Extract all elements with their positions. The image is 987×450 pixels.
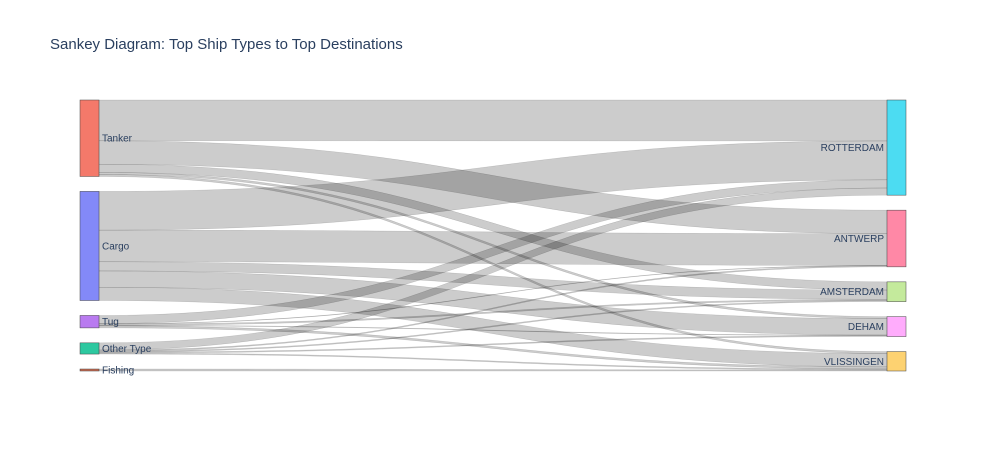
node-label-fishing: Fishing: [102, 366, 134, 377]
node-other-type[interactable]: [79, 342, 100, 355]
node-tug[interactable]: [79, 315, 100, 329]
link-tanker-to-rotterdam[interactable]: [98, 99, 888, 142]
node-label-other-type: Other Type: [102, 344, 152, 355]
node-rotterdam[interactable]: [886, 99, 907, 196]
node-deham[interactable]: [886, 316, 907, 337]
node-label-amsterdam: AMSTERDAM: [820, 287, 884, 298]
node-amsterdam[interactable]: [886, 281, 907, 302]
node-label-tug: Tug: [102, 317, 119, 328]
node-label-tanker: Tanker: [102, 134, 133, 145]
node-label-vlissingen: VLISSINGEN: [824, 357, 884, 368]
node-tanker[interactable]: [79, 99, 100, 177]
labels-layer: Tanker Cargo Tug Other Type Fishing ROTTERDAM…: [102, 134, 884, 377]
node-cargo[interactable]: [79, 191, 100, 301]
node-label-antwerp: ANTWERP: [834, 234, 884, 245]
node-label-deham: DEHAM: [848, 322, 884, 333]
node-label-rotterdam: ROTTERDAM: [821, 143, 884, 154]
chart-title: Sankey Diagram: Top Ship Types to Top De…: [50, 36, 403, 53]
node-label-cargo: Cargo: [102, 241, 130, 252]
node-fishing[interactable]: [79, 368, 100, 372]
links-layer: [98, 99, 888, 372]
node-vlissingen[interactable]: [886, 351, 907, 372]
nodes-layer: [79, 99, 907, 372]
node-antwerp[interactable]: [886, 209, 907, 268]
